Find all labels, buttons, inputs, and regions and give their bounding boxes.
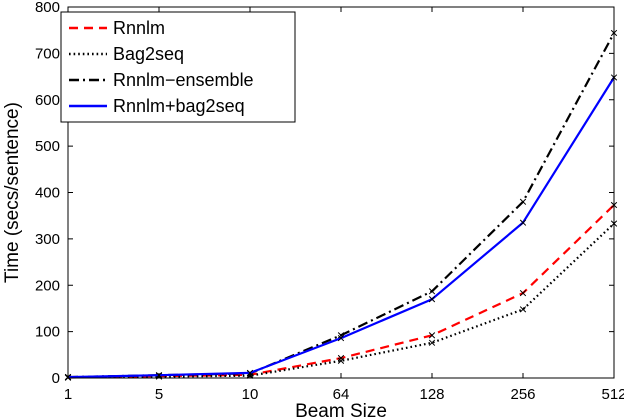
y-tick-label: 100	[35, 324, 60, 341]
y-tick-label: 500	[35, 138, 60, 155]
axes: 0 100 200 300 400 500 600 700 800 1 5 10 64 128 256 512	[35, 0, 624, 403]
x-axis-title: Beam Size	[295, 401, 387, 420]
x-tick-label: 10	[242, 386, 259, 403]
data-point-marker	[519, 289, 527, 297]
y-tick-label: 200	[35, 277, 60, 294]
data-point-marker	[337, 357, 345, 364]
y-tick-label: 400	[35, 185, 60, 202]
data-point-marker	[519, 198, 527, 205]
y-tick-label: 0	[52, 370, 60, 387]
data-point-marker	[428, 288, 436, 295]
data-point-marker	[337, 334, 345, 342]
legend-label-4: Rnnlm+bag2seq	[113, 96, 245, 116]
y-axis-title: Time (secs/sentence)	[2, 102, 23, 283]
y-tick-label: 600	[35, 92, 60, 109]
legend-label-2: Bag2seq	[113, 44, 184, 64]
data-point-marker	[428, 339, 436, 346]
series-line-1	[67, 204, 615, 379]
x-tick-label: 5	[155, 386, 163, 403]
data-point-marker	[246, 369, 254, 377]
data-point-marker	[519, 219, 527, 226]
data-point-marker	[519, 306, 527, 313]
legend-label-3: Rnnlm−ensemble	[113, 70, 254, 90]
y-tick-label: 700	[35, 45, 60, 62]
x-tick-label: 256	[510, 386, 535, 403]
data-point-marker	[428, 332, 436, 339]
series-line-2	[67, 222, 615, 379]
legend-label-1: Rnnlm	[113, 18, 165, 38]
x-tick-label: 512	[601, 386, 624, 403]
legend: Rnnlm Bag2seq Rnnlm−ensemble Rnnlm+bag2seq	[60, 11, 296, 123]
y-tick-label: 300	[35, 231, 60, 248]
legend-box	[60, 11, 296, 123]
y-tick-label: 800	[35, 0, 60, 16]
x-tick-label: 128	[419, 386, 444, 403]
x-tick-label: 64	[333, 386, 350, 403]
data-point-marker	[428, 296, 436, 303]
x-tick-label: 1	[64, 386, 72, 403]
